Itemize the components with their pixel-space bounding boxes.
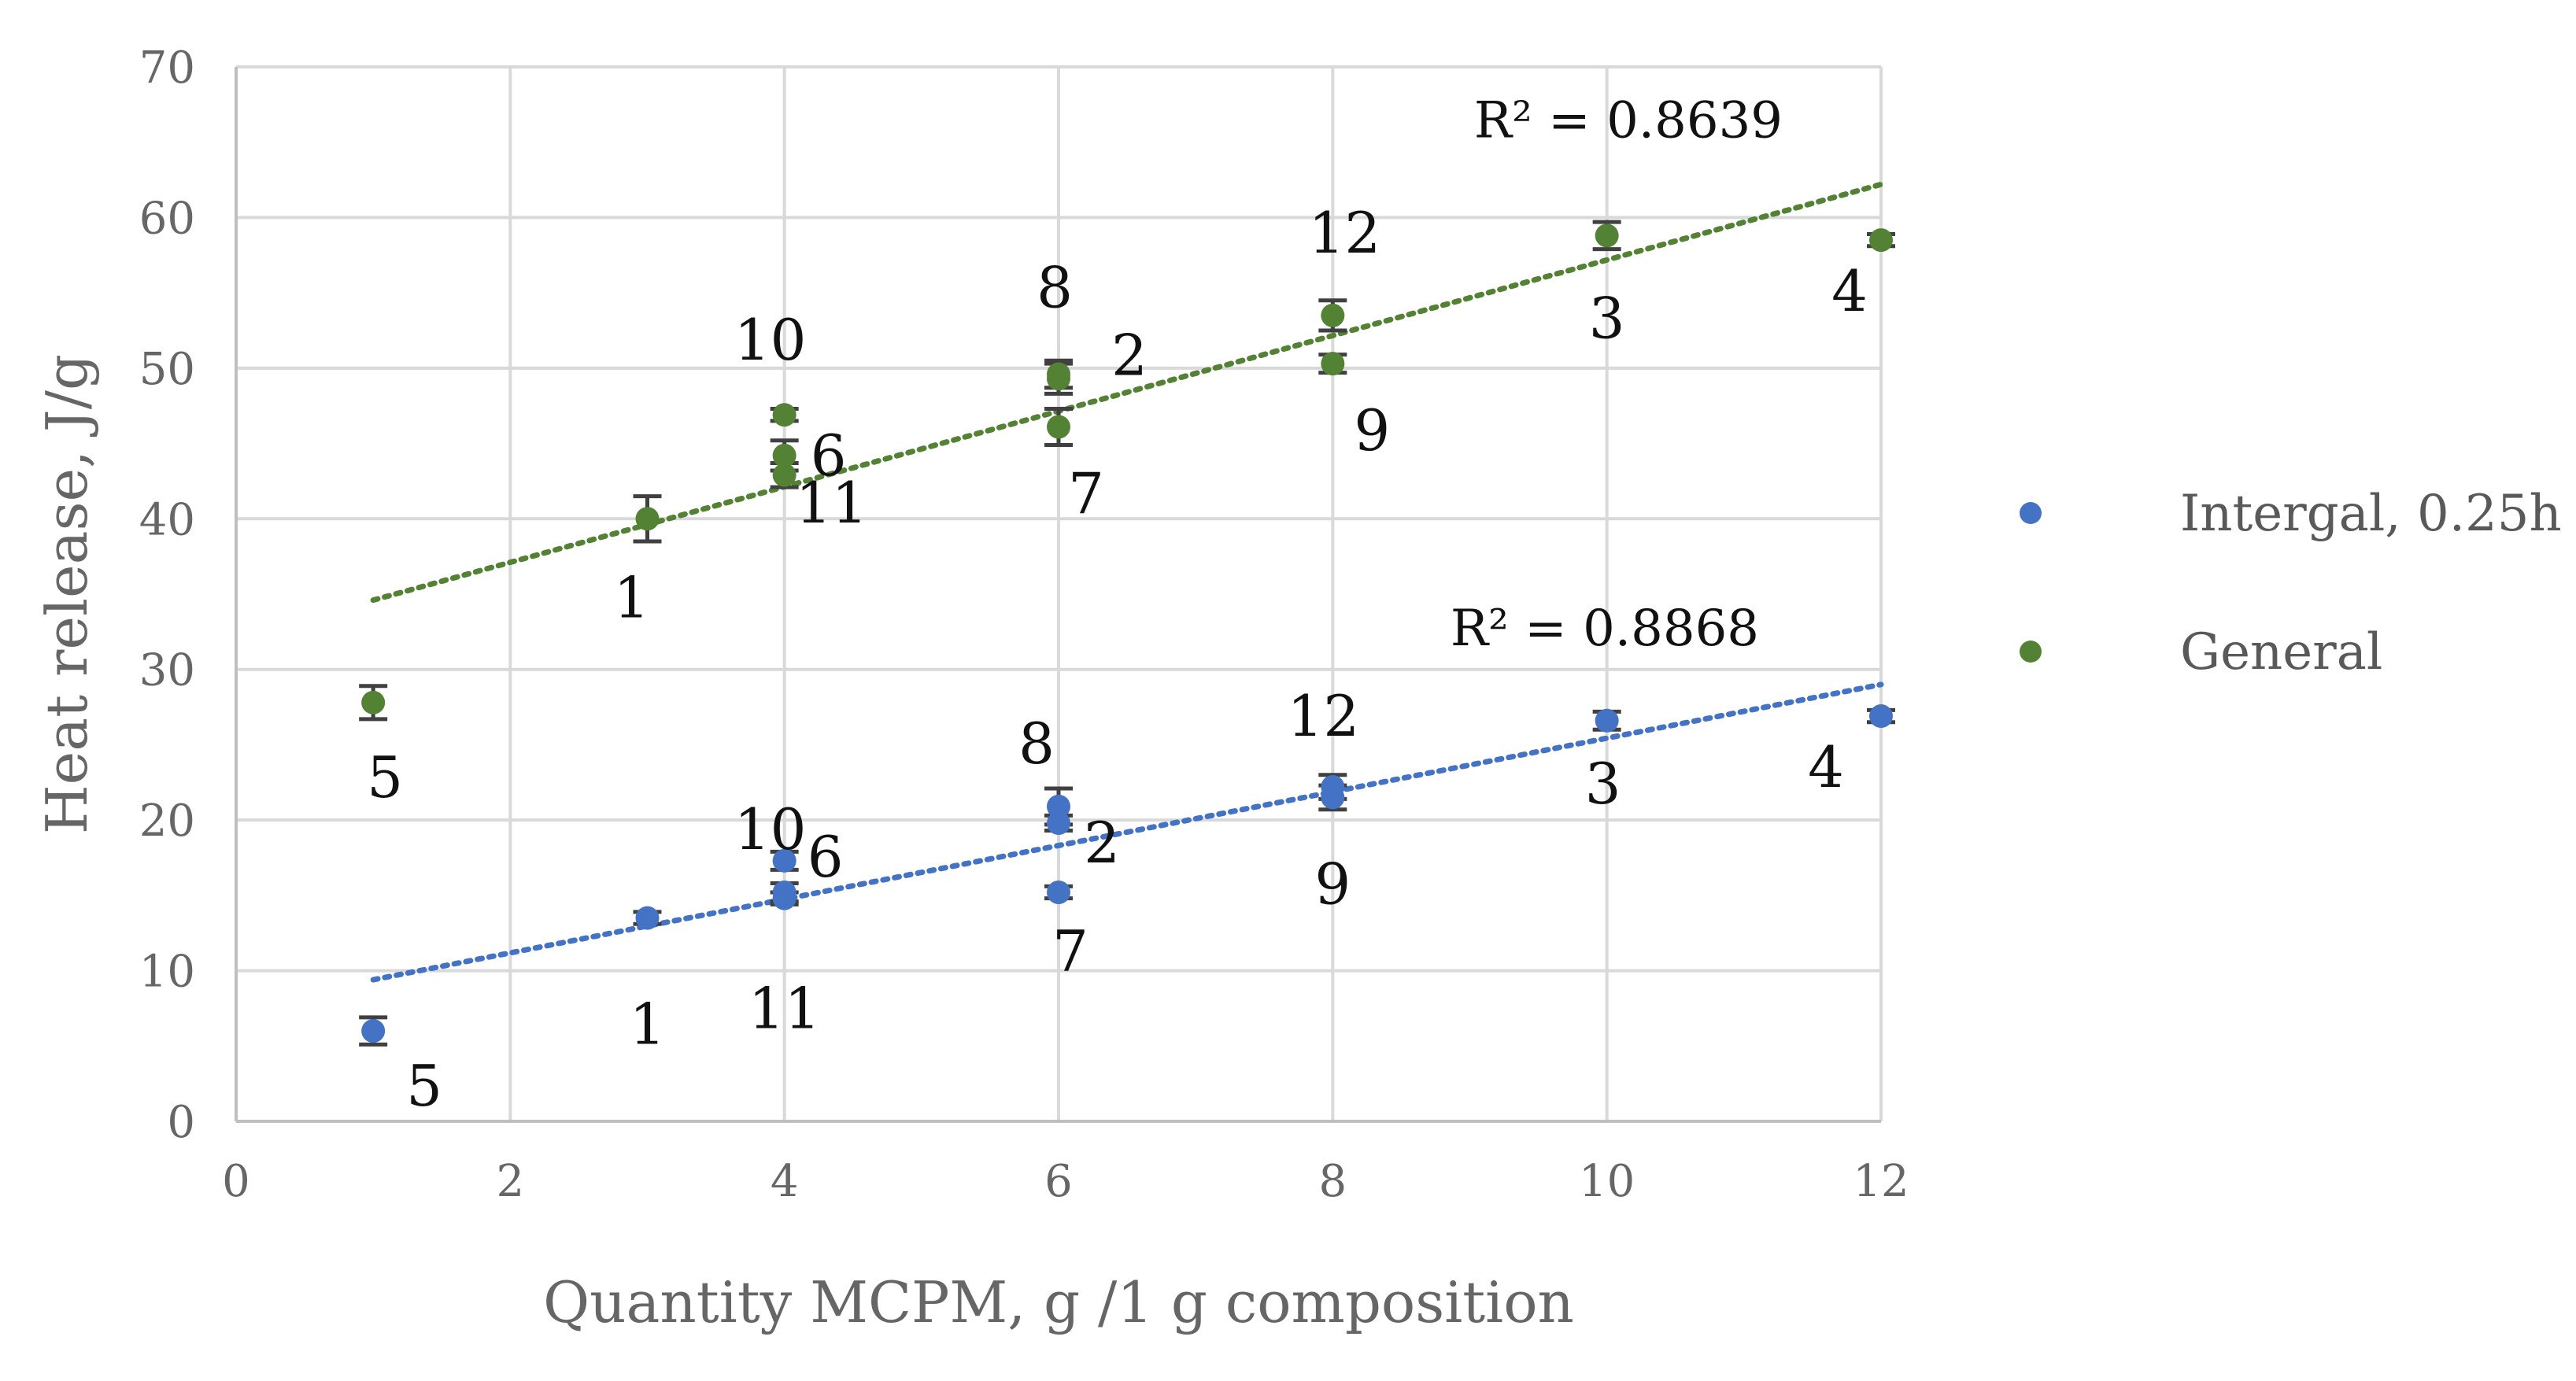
trendlines: [370, 181, 1884, 983]
point-label: 11: [796, 470, 868, 536]
data-point: [1321, 352, 1345, 376]
y-tick-label: 50: [139, 344, 195, 395]
data-point: [772, 443, 796, 467]
data-point: [772, 886, 796, 910]
point-label: 10: [734, 307, 807, 373]
point-label: 2: [1111, 322, 1148, 388]
legend-label: General: [2180, 623, 2382, 681]
point-label: 6: [808, 824, 844, 890]
x-tick-label: 4: [771, 1156, 799, 1207]
point-label: 10: [734, 796, 807, 862]
data-point: [1869, 228, 1893, 253]
data-point: [772, 403, 796, 427]
y-tick-label: 30: [139, 645, 195, 696]
x-tick-label: 2: [497, 1156, 525, 1207]
data-point: [1047, 811, 1070, 835]
data-point: [1047, 362, 1070, 386]
y-axis-title: Heat release, J/g: [34, 354, 100, 834]
point-label: 12: [1309, 200, 1381, 266]
point-label: 4: [1808, 734, 1844, 800]
y-tick-label: 0: [167, 1097, 195, 1148]
point-label: 4: [1831, 258, 1868, 324]
legend-marker: [2020, 641, 2042, 663]
x-tick-label: 8: [1319, 1156, 1347, 1207]
point-label: 5: [367, 744, 403, 811]
y-tick-label: 60: [139, 193, 195, 244]
point-label: 8: [1018, 711, 1055, 777]
x-tick-label: 10: [1579, 1156, 1635, 1207]
y-tick-label: 10: [139, 947, 195, 998]
y-tick-label: 40: [139, 494, 195, 545]
r-squared-label: R² = 0.8868: [1451, 600, 1759, 658]
data-point: [772, 463, 796, 487]
data-point: [1321, 303, 1345, 327]
data-points: [361, 223, 1893, 1043]
point-label: 7: [1068, 461, 1104, 527]
data-point: [1047, 415, 1070, 439]
data-point: [361, 690, 386, 715]
y-tick-label: 70: [139, 42, 195, 94]
point-label: 7: [1052, 918, 1088, 984]
point-label: 5: [406, 1053, 442, 1119]
legend-marker: [2020, 502, 2042, 524]
point-label: 9: [1354, 397, 1390, 463]
legend: Intergal, 0.25h General: [2020, 485, 2562, 681]
trendline-intergal: [370, 681, 1884, 983]
point-label: 3: [1589, 285, 1625, 351]
data-point: [361, 1019, 386, 1043]
point-label: 1: [614, 564, 650, 630]
point-label: 8: [1037, 255, 1073, 321]
point-label: 11: [748, 976, 821, 1042]
data-point: [1047, 794, 1070, 818]
point-label: 2: [1084, 810, 1120, 876]
data-point: [635, 906, 660, 930]
x-tick-label: 12: [1853, 1156, 1909, 1207]
y-tick-label: 20: [139, 796, 195, 847]
data-point: [1595, 708, 1619, 733]
r-squared-label: R² = 0.8639: [1474, 91, 1783, 150]
x-tick-label: 6: [1044, 1156, 1073, 1207]
point-label: 12: [1288, 683, 1360, 749]
x-axis-title: Quantity MCPM, g /1 g composition: [543, 1269, 1574, 1335]
point-label: 3: [1585, 751, 1621, 817]
point-label: 1: [630, 991, 666, 1058]
data-point: [1047, 881, 1070, 905]
point-label: 9: [1314, 851, 1351, 917]
trendline-general: [370, 181, 1884, 604]
data-point: [635, 507, 660, 531]
data-point: [1321, 775, 1345, 799]
x-tick-label: 0: [222, 1156, 250, 1207]
data-point: [1595, 223, 1619, 248]
data-point: [772, 848, 796, 873]
point-label: 6: [811, 423, 847, 489]
legend-label: Intergal, 0.25h: [2180, 485, 2562, 543]
data-point: [1869, 704, 1893, 729]
